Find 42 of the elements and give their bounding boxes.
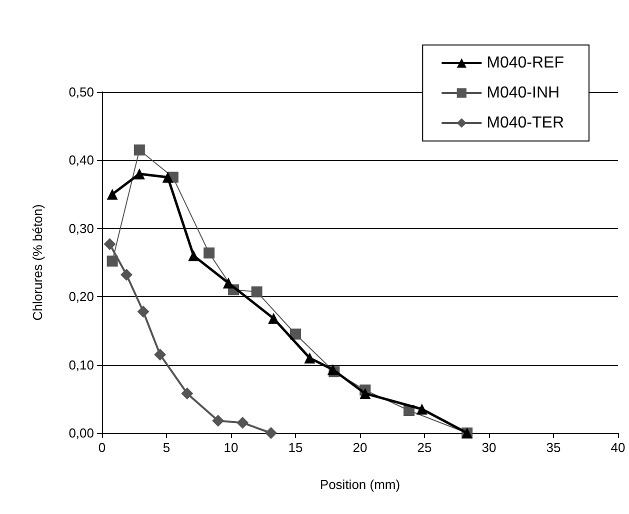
point (134, 144, 145, 156)
x-tick-label: 0 (98, 440, 106, 455)
point (120, 268, 133, 281)
point (106, 256, 118, 267)
point (154, 348, 166, 361)
y-tick-label: 0,20 (68, 289, 94, 304)
legend-label: M040-INH (486, 84, 560, 102)
point (106, 188, 118, 200)
y-tick-label: 0,40 (68, 152, 94, 168)
point (222, 277, 234, 288)
y-tick-label: 0,50 (68, 84, 94, 100)
x-axis-title: Position (mm) (320, 477, 400, 492)
point (104, 238, 116, 250)
x-tick-label: 20 (352, 440, 368, 455)
x-tick-label: 35 (546, 440, 561, 455)
y-tick-label: 0,10 (68, 357, 94, 372)
x-tick-label: 10 (224, 440, 238, 455)
point (416, 404, 428, 415)
point (264, 427, 277, 439)
point (236, 416, 249, 429)
point (188, 250, 200, 262)
x-tick-label: 5 (162, 440, 170, 455)
point (137, 306, 150, 318)
point (181, 387, 194, 400)
legend-label: M040-REF (486, 54, 564, 72)
point (134, 168, 145, 180)
x-tick-label: 25 (417, 440, 432, 455)
point (162, 172, 174, 183)
x-tick-label: 15 (288, 440, 303, 455)
point (204, 247, 215, 258)
point (212, 414, 224, 427)
point (360, 388, 371, 399)
y-axis-title: Chlorures (% béton) (30, 204, 45, 321)
y-tick-label: 0,00 (68, 426, 94, 440)
x-tick-label: 40 (610, 440, 626, 455)
x-tick-label: 30 (482, 440, 496, 455)
point (251, 286, 262, 298)
y-tick-label: 0,30 (68, 220, 94, 236)
point (290, 328, 301, 340)
legend-label: M040-TER (486, 114, 564, 132)
point (268, 312, 280, 324)
point (304, 352, 316, 364)
